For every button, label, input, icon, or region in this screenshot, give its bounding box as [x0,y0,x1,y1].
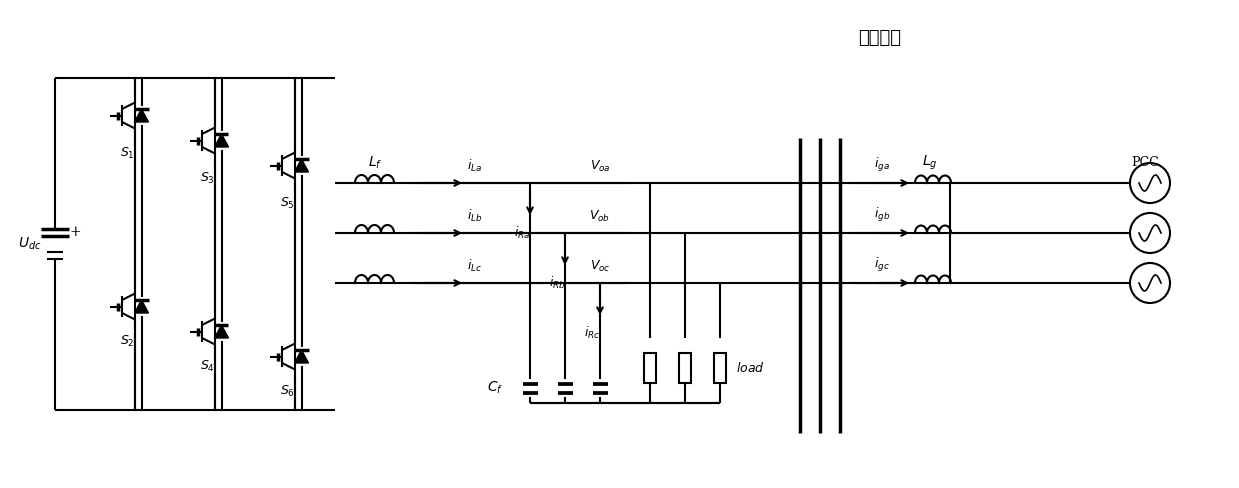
Polygon shape [214,325,228,338]
Bar [644,353,655,383]
Polygon shape [135,109,149,122]
Text: $V_{oc}$: $V_{oc}$ [590,259,611,274]
Polygon shape [295,159,309,172]
Text: $V_{ob}$: $V_{ob}$ [590,208,611,224]
Text: $S_6$: $S_6$ [280,384,295,399]
Text: $i_{Rc}$: $i_{Rc}$ [584,325,600,341]
Text: $L_g$: $L_g$ [922,154,938,172]
Text: $i_{La}$: $i_{La}$ [467,158,482,174]
Text: $S_3$: $S_3$ [199,171,214,186]
Text: $i_{gc}$: $i_{gc}$ [875,256,890,274]
Text: PCC: PCC [1131,157,1158,169]
Text: $i_{ga}$: $i_{ga}$ [873,156,890,174]
Text: $V_{oa}$: $V_{oa}$ [590,159,611,174]
Text: $S_2$: $S_2$ [120,334,134,349]
Polygon shape [214,134,228,147]
Text: $i_{gb}$: $i_{gb}$ [873,206,890,224]
Text: $i_{Rb}$: $i_{Rb}$ [549,275,565,291]
Text: $S_5$: $S_5$ [280,196,295,211]
Text: $i_{Ra}$: $i_{Ra}$ [514,225,530,241]
Bar [679,353,691,383]
Text: $S_4$: $S_4$ [199,359,214,374]
Text: $load$: $load$ [736,361,764,375]
Text: $i_{Lc}$: $i_{Lc}$ [467,258,482,274]
Text: $L_f$: $L_f$ [368,155,382,171]
Text: 微网母线: 微网母线 [859,29,902,47]
Text: +: + [69,225,81,239]
Text: $U_{dc}$: $U_{dc}$ [19,236,42,252]
Text: $C_f$: $C_f$ [487,380,503,396]
Bar [714,353,726,383]
Polygon shape [135,300,149,313]
Text: $S_1$: $S_1$ [120,146,134,161]
Polygon shape [295,350,309,363]
Text: $i_{Lb}$: $i_{Lb}$ [467,208,483,224]
